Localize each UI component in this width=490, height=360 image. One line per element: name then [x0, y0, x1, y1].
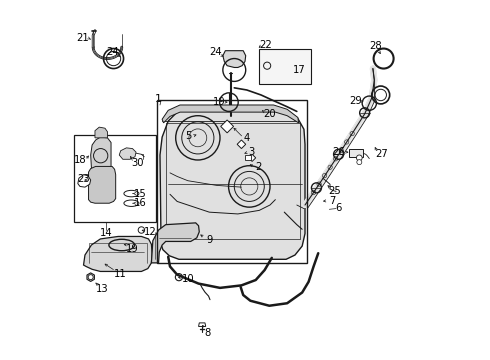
Polygon shape: [95, 127, 107, 138]
Text: 18: 18: [74, 156, 86, 165]
Polygon shape: [119, 148, 136, 159]
Polygon shape: [220, 120, 234, 133]
Text: 23: 23: [77, 174, 90, 184]
Text: 10: 10: [181, 274, 194, 284]
FancyBboxPatch shape: [259, 49, 312, 84]
Text: 15: 15: [134, 189, 147, 199]
Polygon shape: [237, 140, 245, 149]
Ellipse shape: [124, 200, 139, 206]
FancyBboxPatch shape: [348, 149, 363, 157]
Polygon shape: [87, 273, 95, 282]
Polygon shape: [89, 166, 116, 203]
Text: 24: 24: [209, 47, 222, 57]
Text: 28: 28: [369, 41, 382, 51]
Text: 5: 5: [185, 131, 192, 141]
Text: 21: 21: [76, 33, 89, 43]
Text: 12: 12: [145, 227, 157, 237]
Text: 29: 29: [349, 96, 362, 107]
Circle shape: [88, 275, 93, 280]
Text: 16: 16: [134, 198, 147, 208]
Text: 17: 17: [293, 65, 306, 75]
Polygon shape: [151, 223, 199, 263]
Polygon shape: [245, 155, 251, 160]
Circle shape: [356, 155, 362, 161]
Text: 9: 9: [206, 235, 213, 245]
Polygon shape: [83, 237, 152, 271]
Polygon shape: [223, 51, 245, 67]
Text: 7: 7: [329, 196, 335, 206]
Text: 11: 11: [114, 269, 126, 279]
Circle shape: [357, 159, 362, 165]
Text: 30: 30: [132, 158, 144, 168]
Polygon shape: [91, 137, 111, 172]
Text: 14: 14: [100, 228, 113, 238]
Text: 25: 25: [329, 186, 342, 197]
Polygon shape: [248, 154, 256, 161]
FancyBboxPatch shape: [74, 135, 156, 222]
Text: 24: 24: [106, 47, 119, 57]
Text: 22: 22: [259, 40, 272, 50]
Polygon shape: [78, 175, 91, 187]
Text: 13: 13: [96, 284, 108, 294]
Text: 4: 4: [244, 133, 250, 143]
Text: 8: 8: [204, 328, 211, 338]
Ellipse shape: [124, 190, 139, 197]
Text: 26: 26: [332, 147, 345, 157]
Text: 3: 3: [248, 147, 255, 157]
Text: 2: 2: [255, 162, 262, 172]
Text: 1: 1: [155, 94, 162, 104]
Polygon shape: [160, 107, 305, 259]
Polygon shape: [162, 105, 298, 123]
Text: 19: 19: [213, 97, 226, 107]
Text: 27: 27: [375, 149, 388, 159]
Text: 20: 20: [263, 109, 275, 119]
Text: 6: 6: [335, 203, 342, 213]
Text: 19: 19: [126, 244, 139, 253]
Polygon shape: [198, 323, 206, 327]
